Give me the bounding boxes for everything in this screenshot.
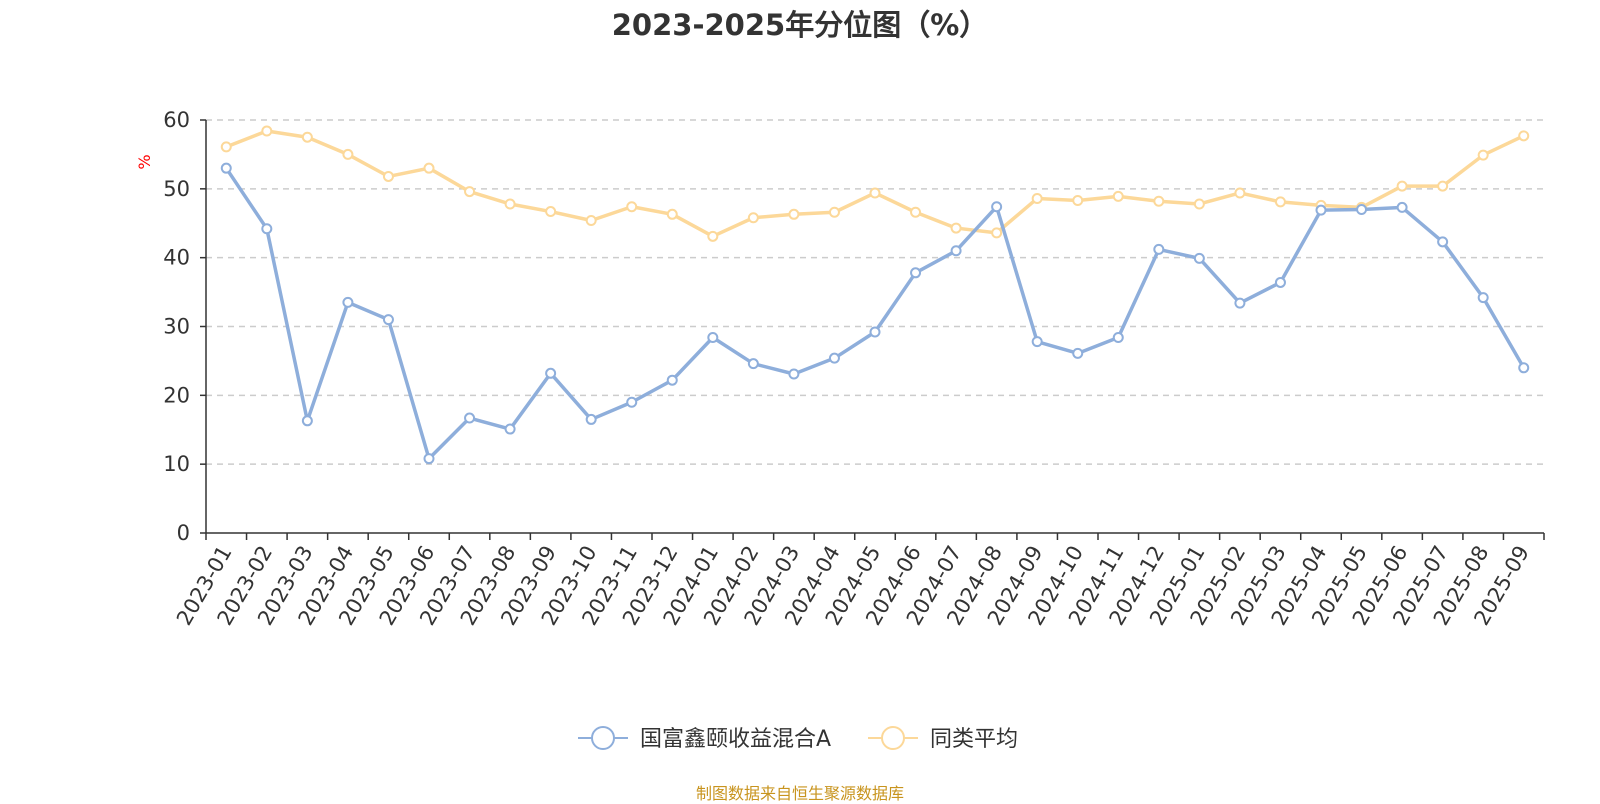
data-point[interactable]	[1112, 190, 1124, 202]
data-point[interactable]	[1437, 236, 1449, 248]
data-point[interactable]	[1234, 187, 1246, 199]
data-point[interactable]	[747, 358, 759, 370]
data-point[interactable]	[991, 227, 1003, 239]
series-line	[224, 167, 1526, 461]
data-point[interactable]	[1153, 243, 1165, 255]
data-point[interactable]	[423, 162, 435, 174]
data-point[interactable]	[220, 141, 232, 153]
data-point[interactable]	[1193, 252, 1205, 264]
data-point[interactable]	[504, 423, 516, 435]
data-point[interactable]	[950, 245, 962, 257]
data-point[interactable]	[464, 186, 476, 198]
legend-item[interactable]: 国富鑫颐收益混合A	[578, 726, 831, 752]
data-point[interactable]	[261, 125, 273, 137]
data-point[interactable]	[1072, 347, 1084, 359]
y-tick-label: 0	[177, 521, 190, 545]
y-tick-label: 60	[163, 108, 190, 132]
data-point[interactable]	[707, 230, 719, 242]
data-point[interactable]	[869, 187, 881, 199]
y-tick-label: 40	[163, 246, 190, 270]
chart-title: 2023-2025年分位图（%）	[611, 8, 989, 42]
data-point[interactable]	[464, 412, 476, 424]
data-point[interactable]	[342, 296, 354, 308]
y-ticks: 0 10 20 30 40 50 60	[163, 108, 206, 545]
data-point[interactable]	[1112, 332, 1124, 344]
legend-item[interactable]: 同类平均	[868, 726, 1018, 752]
data-point[interactable]	[1477, 149, 1489, 161]
data-point[interactable]	[828, 352, 840, 364]
data-point[interactable]	[382, 170, 394, 182]
y-tick-label: 10	[163, 452, 190, 476]
series-1	[220, 125, 1530, 242]
data-point[interactable]	[1396, 180, 1408, 192]
y-tick-label: 30	[163, 315, 190, 339]
data-point[interactable]	[545, 206, 557, 218]
legend-label: 同类平均	[930, 727, 1018, 752]
data-point[interactable]	[585, 214, 597, 226]
data-point[interactable]	[666, 208, 678, 220]
data-point[interactable]	[1437, 180, 1449, 192]
data-point[interactable]	[342, 148, 354, 160]
data-point[interactable]	[950, 222, 962, 234]
series-0	[220, 162, 1530, 465]
y-tick-label: 20	[163, 383, 190, 407]
data-point[interactable]	[1234, 297, 1246, 309]
grid-lines	[206, 119, 1544, 465]
series-line	[225, 129, 1525, 239]
data-point[interactable]	[1315, 204, 1327, 216]
legend-label: 国富鑫颐收益混合A	[640, 727, 831, 752]
data-point[interactable]	[991, 201, 1003, 213]
data-point[interactable]	[1396, 201, 1408, 213]
data-point[interactable]	[261, 223, 273, 235]
data-point[interactable]	[707, 332, 719, 344]
data-point[interactable]	[1072, 195, 1084, 207]
data-point[interactable]	[1274, 276, 1286, 288]
data-point[interactable]	[382, 314, 394, 326]
legend-swatch-marker	[881, 726, 905, 750]
data-point[interactable]	[1477, 292, 1489, 304]
legend-swatch-marker	[591, 726, 615, 750]
data-point[interactable]	[788, 368, 800, 380]
data-point[interactable]	[1193, 198, 1205, 210]
data-point[interactable]	[747, 212, 759, 224]
data-point[interactable]	[666, 374, 678, 386]
x-ticks: 2023-012023-022023-032023-042023-052023-…	[172, 533, 1545, 629]
data-point[interactable]	[828, 206, 840, 218]
data-point[interactable]	[220, 162, 232, 174]
data-point[interactable]	[423, 453, 435, 465]
data-point[interactable]	[1518, 362, 1530, 374]
data-point[interactable]	[1274, 196, 1286, 208]
data-point[interactable]	[626, 396, 638, 408]
series	[220, 125, 1530, 465]
source-note: 制图数据来自恒生聚源数据库	[695, 784, 904, 803]
y-tick-label: 50	[163, 177, 190, 201]
data-point[interactable]	[910, 206, 922, 218]
data-point[interactable]	[788, 208, 800, 220]
data-point[interactable]	[301, 415, 313, 427]
data-point[interactable]	[1356, 203, 1368, 215]
legend[interactable]: 国富鑫颐收益混合A 同类平均	[578, 726, 1018, 752]
data-point[interactable]	[585, 413, 597, 425]
data-point[interactable]	[545, 367, 557, 379]
data-point[interactable]	[504, 198, 516, 210]
data-point[interactable]	[869, 326, 881, 338]
data-point[interactable]	[1153, 195, 1165, 207]
data-point[interactable]	[1031, 336, 1043, 348]
data-point[interactable]	[301, 131, 313, 143]
y-axis-label: %	[135, 154, 154, 169]
data-point[interactable]	[910, 267, 922, 279]
data-point[interactable]	[626, 201, 638, 213]
data-point[interactable]	[1518, 130, 1530, 142]
data-point[interactable]	[1031, 192, 1043, 204]
